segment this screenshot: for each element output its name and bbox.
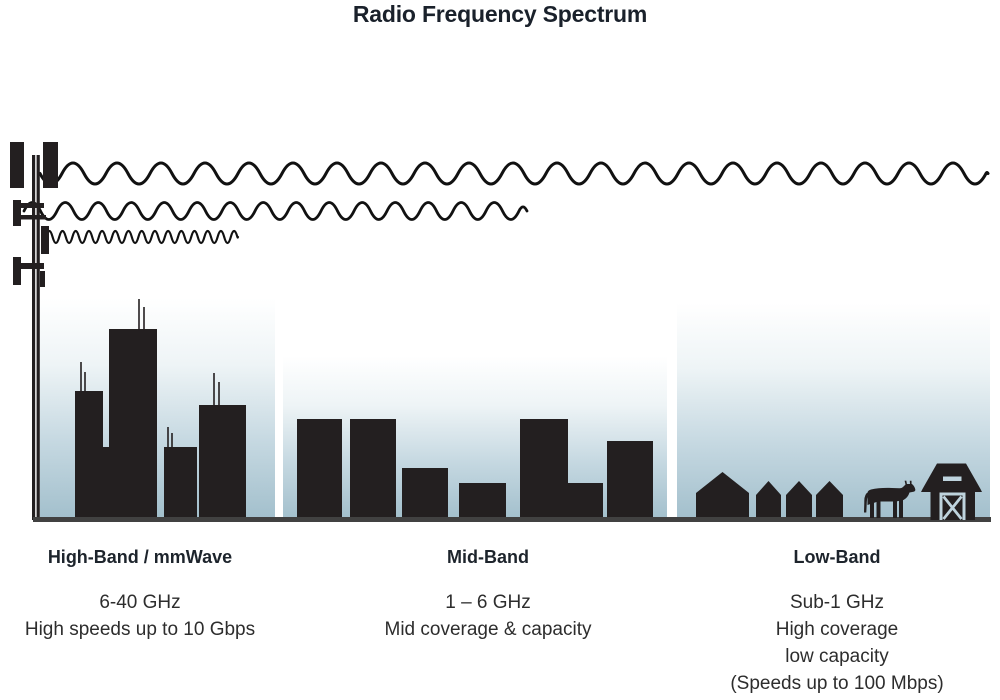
mid-building bbox=[568, 483, 603, 520]
tower-part bbox=[32, 155, 36, 520]
highband-skyline bbox=[75, 299, 246, 520]
band-title-high: High-Band / mmWave bbox=[47, 547, 233, 567]
tower-part bbox=[43, 142, 58, 188]
house bbox=[756, 481, 781, 520]
skyscraper bbox=[164, 447, 197, 520]
mid-building bbox=[459, 483, 506, 520]
cow-horns bbox=[904, 480, 912, 485]
mid-building bbox=[297, 419, 342, 520]
page-title: Radio Frequency Spectrum bbox=[352, 1, 648, 27]
barn-door-crossbuck bbox=[942, 495, 963, 520]
cow-body bbox=[867, 484, 916, 505]
band-description-line: Mid coverage & capacity bbox=[384, 619, 592, 640]
house bbox=[816, 481, 843, 520]
skyscraper bbox=[103, 447, 109, 520]
mid-building bbox=[350, 419, 396, 520]
band-description-low: Sub-1 GHz High coverage low capacity (Speed… bbox=[667, 589, 1000, 697]
cow-legs bbox=[870, 500, 903, 518]
band-title-mid: Mid-Band bbox=[447, 547, 529, 567]
cow-icon bbox=[864, 480, 916, 518]
ground-bar bbox=[33, 517, 991, 522]
band-title-low: Low-Band bbox=[793, 547, 881, 567]
band-description-line: (Speeds up to 100 Mbps) bbox=[730, 673, 944, 694]
band-label-mid: Mid-Band 1 – 6 GHz Mid coverage & capacity bbox=[318, 547, 658, 643]
lowband-houses bbox=[696, 472, 843, 520]
band-description-line: Sub-1 GHz bbox=[790, 592, 884, 613]
tower-part bbox=[13, 200, 21, 226]
barn-icon bbox=[921, 463, 982, 520]
barn-loft-vent bbox=[943, 476, 962, 481]
band-description-line: High coverage bbox=[775, 619, 899, 640]
ground-line bbox=[33, 517, 991, 522]
tower-part bbox=[13, 263, 44, 269]
band-description-line: low capacity bbox=[785, 646, 889, 667]
mid-building bbox=[402, 468, 448, 520]
band-label-low: Low-Band Sub-1 GHz High coverage low capaci… bbox=[667, 547, 1000, 697]
tower-part bbox=[41, 226, 49, 254]
tower-part bbox=[10, 142, 24, 188]
radio-waves bbox=[22, 161, 990, 245]
mid-band-wave bbox=[22, 201, 529, 221]
cell-tower-icon bbox=[10, 142, 58, 520]
band-description-mid: 1 – 6 GHz Mid coverage & capacity bbox=[318, 589, 658, 643]
skyscraper bbox=[199, 405, 246, 520]
house bbox=[696, 472, 749, 520]
cow-tail bbox=[864, 492, 870, 513]
band-label-high: High-Band / mmWave 6-40 GHz High speeds up… bbox=[0, 547, 310, 643]
band-description-line: 6-40 GHz bbox=[99, 592, 181, 613]
band-description-high: 6-40 GHz High speeds up to 10 Gbps bbox=[0, 589, 310, 643]
mid-building bbox=[520, 419, 568, 520]
tower-part bbox=[13, 257, 21, 285]
band-description-line: 1 – 6 GHz bbox=[445, 592, 531, 613]
tower-part bbox=[36, 155, 40, 520]
tower-part bbox=[40, 271, 45, 287]
tower-part bbox=[13, 203, 44, 208]
band-description-line: High speeds up to 10 Gbps bbox=[24, 619, 256, 640]
tower-part bbox=[20, 215, 46, 220]
skyscraper bbox=[75, 391, 103, 520]
skyscraper bbox=[109, 329, 157, 520]
high-band-wave bbox=[44, 229, 240, 245]
mid-building bbox=[607, 441, 653, 520]
midband-skyline bbox=[297, 419, 653, 520]
house bbox=[786, 481, 812, 520]
low-band-wave bbox=[38, 161, 990, 186]
